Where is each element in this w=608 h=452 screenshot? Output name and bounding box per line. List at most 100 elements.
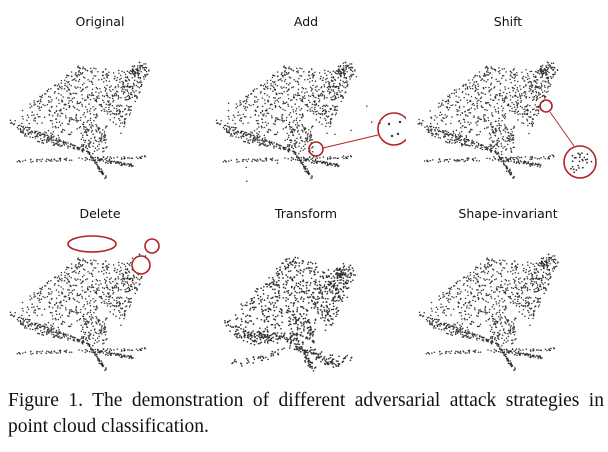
point xyxy=(264,121,267,123)
point xyxy=(92,334,95,336)
point xyxy=(312,84,314,87)
point xyxy=(52,130,55,133)
point xyxy=(132,164,134,167)
point xyxy=(268,276,270,279)
point xyxy=(295,110,297,112)
point xyxy=(250,135,252,137)
point xyxy=(50,292,52,295)
point xyxy=(240,130,243,133)
point xyxy=(84,156,87,159)
point xyxy=(36,352,38,355)
point xyxy=(110,161,112,163)
point xyxy=(95,123,97,126)
point xyxy=(39,99,41,102)
point xyxy=(500,160,503,163)
point xyxy=(228,128,231,130)
point xyxy=(470,107,473,109)
point xyxy=(302,96,304,98)
point xyxy=(101,105,103,108)
point xyxy=(488,86,490,89)
point xyxy=(86,300,88,303)
point xyxy=(259,159,262,161)
point xyxy=(516,80,519,83)
point xyxy=(88,124,91,126)
point xyxy=(87,152,89,154)
point xyxy=(101,133,103,135)
point xyxy=(37,136,39,138)
point xyxy=(245,95,247,98)
point xyxy=(515,156,517,159)
point xyxy=(85,128,88,130)
point xyxy=(46,138,48,140)
point xyxy=(305,87,307,90)
point xyxy=(272,80,274,83)
point xyxy=(118,105,121,108)
point xyxy=(245,321,247,324)
point xyxy=(471,139,473,142)
point xyxy=(295,119,298,122)
point xyxy=(69,145,71,148)
point xyxy=(58,329,60,331)
point xyxy=(101,159,103,161)
point xyxy=(124,89,127,91)
point xyxy=(269,282,271,285)
point xyxy=(56,115,59,117)
point xyxy=(316,157,319,159)
point xyxy=(310,261,312,264)
highlight-circle-small xyxy=(539,99,553,113)
point xyxy=(124,281,127,283)
point xyxy=(246,180,248,182)
point xyxy=(439,130,442,133)
point xyxy=(266,316,269,318)
point xyxy=(82,151,84,153)
point xyxy=(336,91,338,94)
point xyxy=(524,93,527,95)
point xyxy=(541,76,543,78)
point xyxy=(116,76,119,79)
point xyxy=(127,92,130,94)
point xyxy=(118,110,121,112)
point xyxy=(269,87,272,90)
point xyxy=(60,140,62,142)
point xyxy=(59,278,61,281)
point xyxy=(98,359,101,362)
point xyxy=(463,121,466,123)
point xyxy=(521,94,523,97)
point xyxy=(309,86,312,89)
point xyxy=(80,308,82,311)
point xyxy=(119,78,121,81)
point xyxy=(255,139,257,141)
point xyxy=(85,323,88,326)
point xyxy=(102,173,104,175)
point xyxy=(82,315,84,317)
point xyxy=(105,280,107,282)
point xyxy=(292,69,295,72)
point xyxy=(427,131,429,134)
point xyxy=(303,268,305,271)
point xyxy=(60,130,63,133)
point xyxy=(97,71,99,73)
point xyxy=(539,96,541,99)
point xyxy=(100,134,103,136)
point xyxy=(287,103,289,106)
point xyxy=(103,95,106,98)
point xyxy=(245,304,248,307)
point xyxy=(109,348,112,350)
point xyxy=(49,331,51,333)
point xyxy=(321,92,323,95)
point xyxy=(67,141,69,144)
point xyxy=(274,159,277,162)
point xyxy=(91,129,94,132)
point xyxy=(269,143,271,145)
point xyxy=(455,160,458,162)
point xyxy=(454,141,457,144)
point xyxy=(339,84,341,87)
point xyxy=(483,73,485,76)
point xyxy=(291,261,294,263)
point xyxy=(101,78,103,81)
point xyxy=(21,307,24,310)
point xyxy=(95,278,98,281)
point xyxy=(130,105,133,108)
point xyxy=(319,94,321,97)
point xyxy=(82,123,84,125)
